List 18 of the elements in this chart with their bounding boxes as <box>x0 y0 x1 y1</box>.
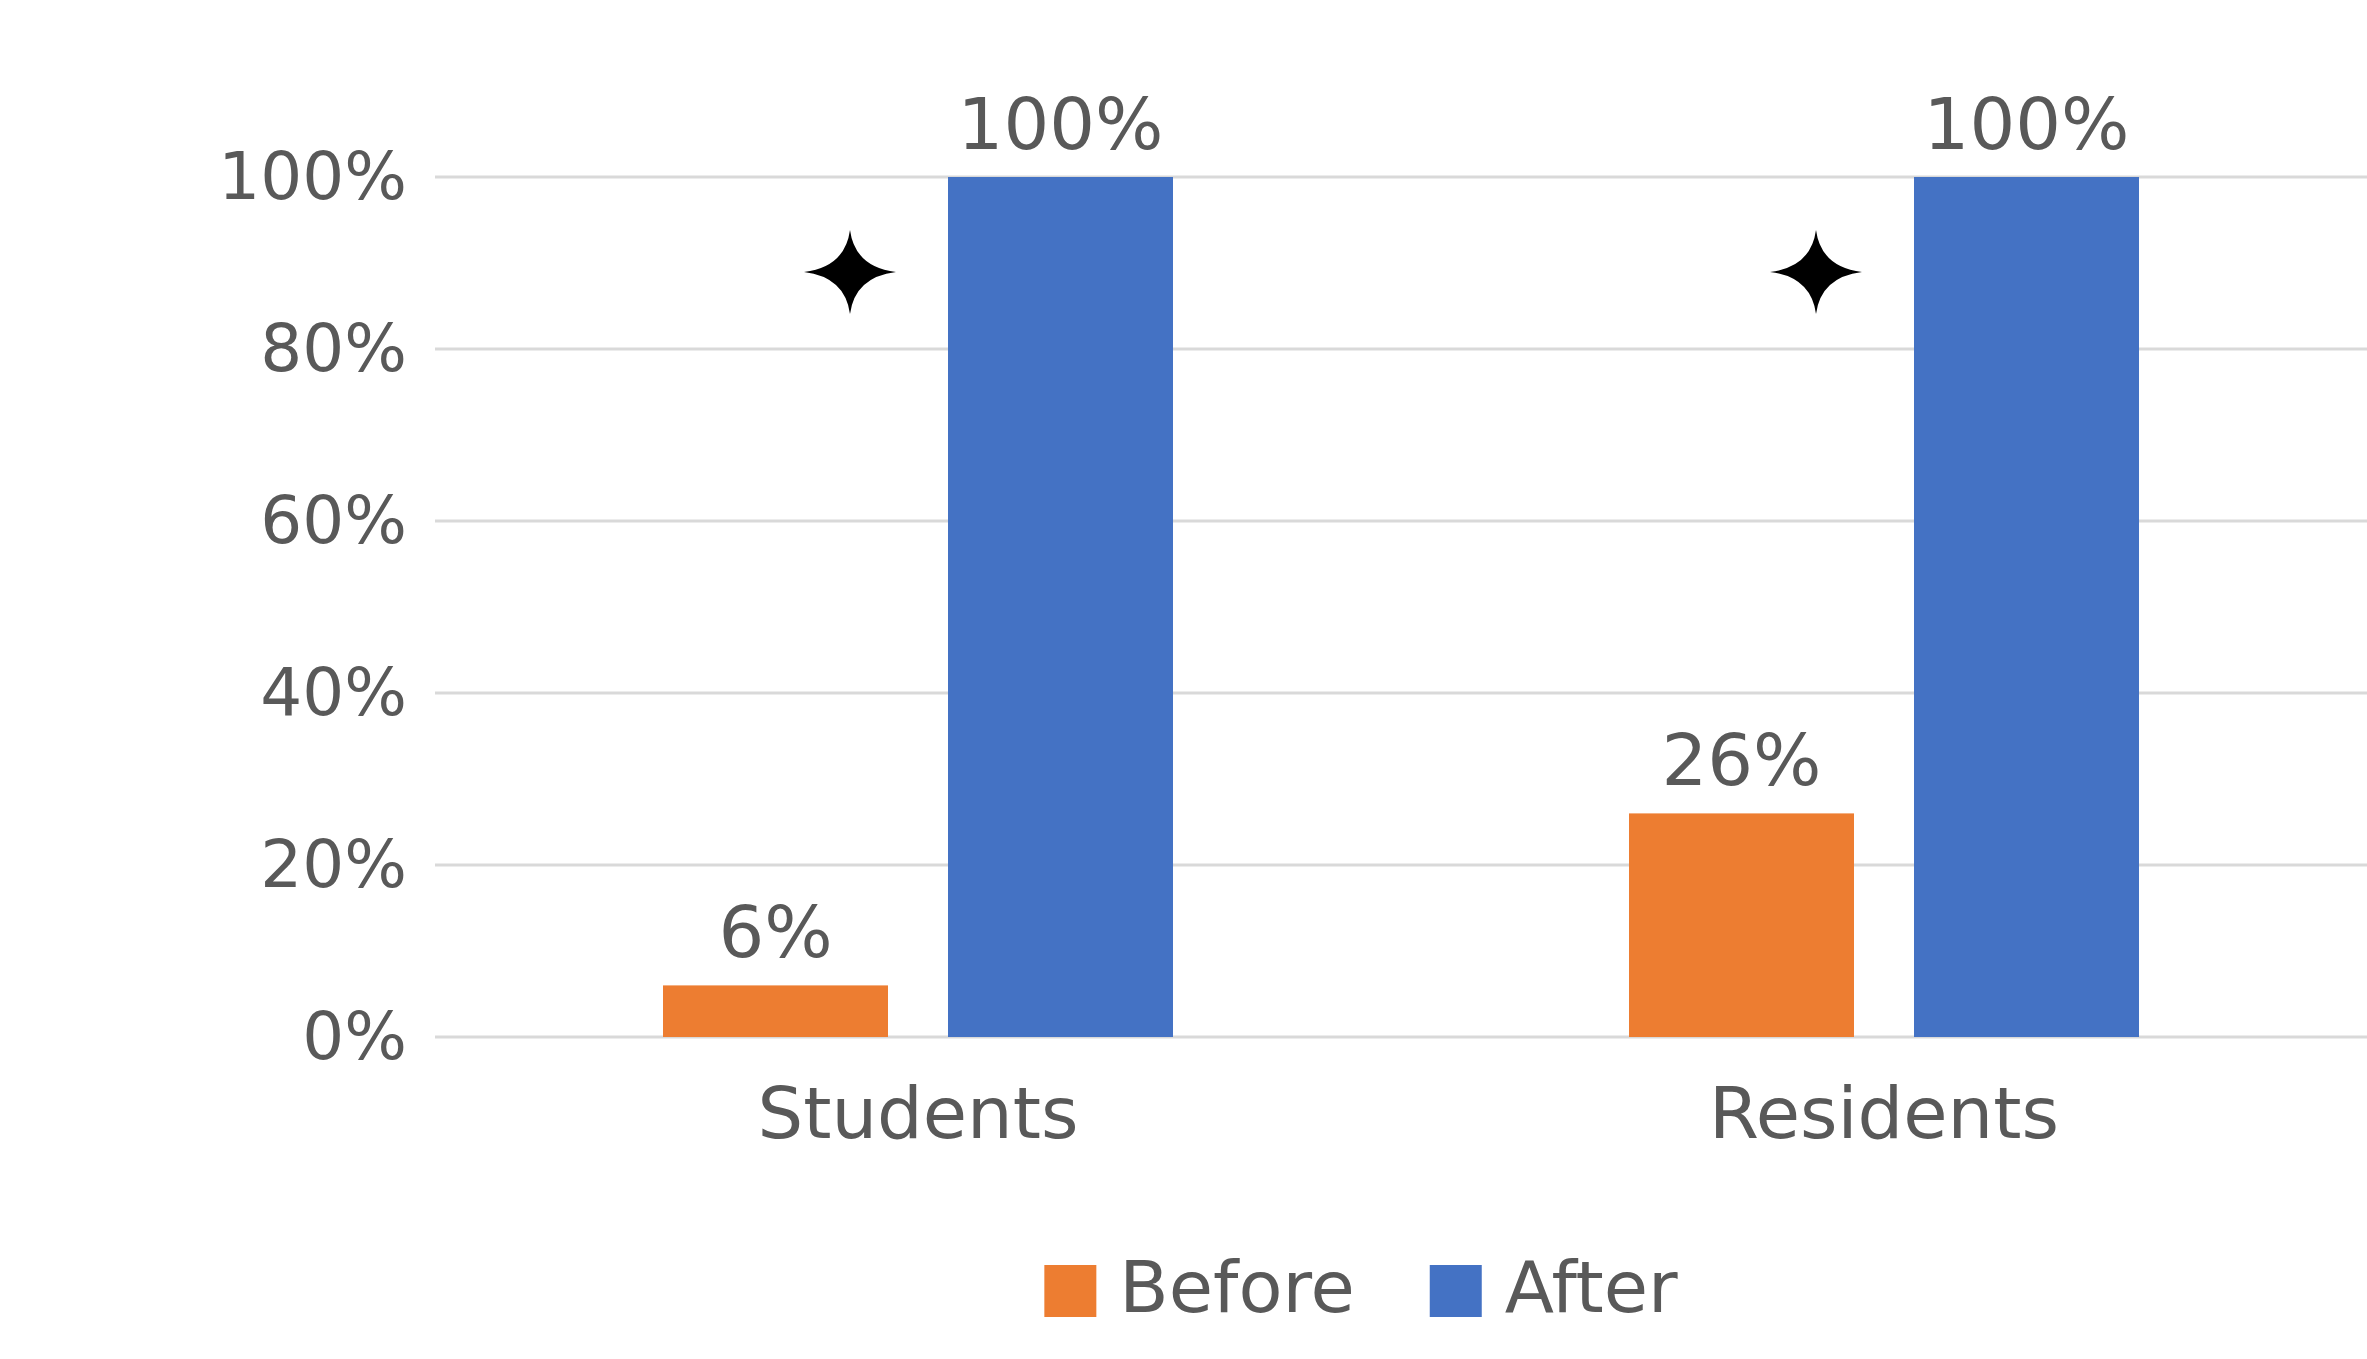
text: 6% <box>718 890 833 975</box>
text: 26% <box>1661 718 1822 803</box>
x-tick-label: Residents <box>1709 1071 2059 1156</box>
bar <box>1914 177 2139 1037</box>
legend-label: Before <box>1119 1245 1355 1329</box>
text: 100% <box>1923 82 2130 166</box>
y-tick-label: 20% <box>260 825 407 903</box>
x-tick-label: Students <box>757 1071 1079 1156</box>
legend-label: After <box>1504 1245 1679 1329</box>
bar <box>1629 813 1854 1037</box>
text: 100% <box>957 82 1164 166</box>
y-tick-label: 60% <box>260 481 407 559</box>
bar <box>948 177 1173 1037</box>
y-tick-label: 100% <box>218 137 407 215</box>
y-tick-label: 80% <box>260 309 407 387</box>
bar <box>663 985 888 1037</box>
y-tick-label: 40% <box>260 653 407 731</box>
y-tick-label: 0% <box>302 997 407 1075</box>
